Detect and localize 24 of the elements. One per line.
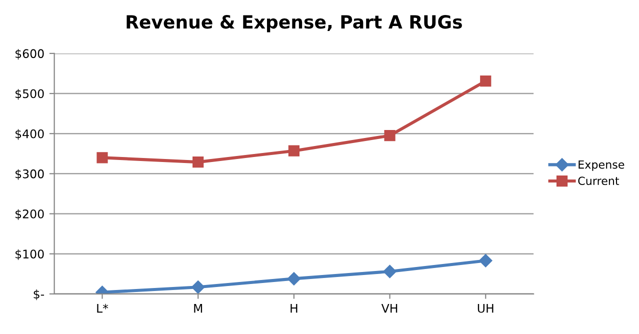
x-tick-label: M — [194, 304, 202, 313]
y-tick-label: $400 — [16, 129, 44, 140]
y-tick-label: $200 — [16, 209, 44, 220]
legend-label: Current — [578, 176, 620, 186]
point — [480, 76, 492, 87]
x-tick-label: L* — [97, 304, 108, 313]
y-tick-label: $600 — [16, 48, 44, 60]
point — [288, 145, 300, 156]
x-tick-label: H — [290, 304, 298, 313]
x-tick-label: VH — [381, 304, 398, 313]
point — [479, 254, 492, 268]
y-tick-label: $100 — [16, 249, 44, 260]
y-tick-label: $- — [34, 289, 44, 300]
point — [287, 272, 301, 286]
x-tick-label: UH — [478, 304, 494, 313]
point — [192, 280, 205, 294]
chart-title: Revenue & Expense, Part A RUGs — [126, 15, 462, 32]
point — [96, 152, 108, 164]
legend-label: Expense — [578, 160, 624, 171]
y-tick-label: $300 — [16, 169, 44, 180]
point — [383, 264, 396, 278]
y-tick-label: $500 — [16, 89, 44, 100]
point — [192, 156, 204, 168]
point — [384, 130, 396, 142]
